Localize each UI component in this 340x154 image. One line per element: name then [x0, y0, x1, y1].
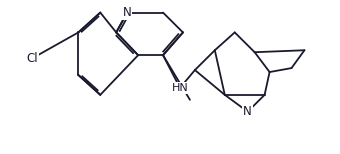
Text: Cl: Cl — [27, 52, 38, 65]
Text: N: N — [123, 6, 132, 19]
Text: HN: HN — [172, 83, 188, 93]
Text: N: N — [243, 105, 252, 118]
